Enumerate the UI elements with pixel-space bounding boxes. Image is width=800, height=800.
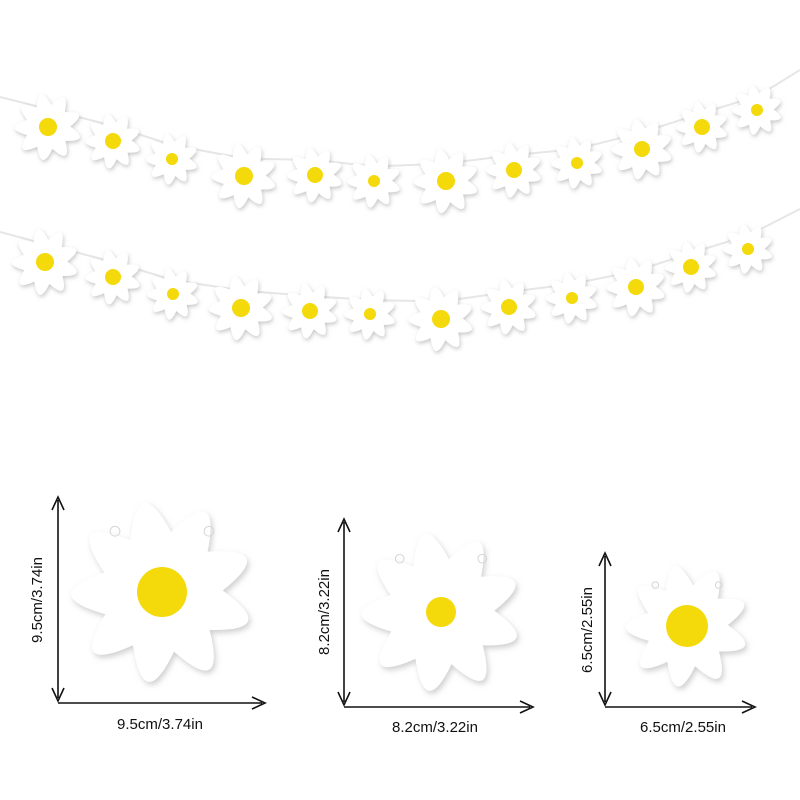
garland-daisy xyxy=(85,249,140,305)
daisy-center xyxy=(501,299,517,315)
daisy-center xyxy=(307,167,323,183)
large-daisy xyxy=(71,502,249,682)
string-hole xyxy=(203,525,215,537)
width-arrow xyxy=(344,700,535,714)
daisy-center xyxy=(235,167,253,185)
garland-daisy xyxy=(551,137,602,189)
garland-daisy xyxy=(287,147,342,203)
daisy-center xyxy=(694,119,710,135)
small-daisy-shape xyxy=(625,565,746,687)
height-arrow xyxy=(51,495,65,703)
daisy-center xyxy=(137,567,187,617)
garland-daisy xyxy=(147,268,198,320)
daisy-center xyxy=(432,310,450,328)
daisy-center xyxy=(36,253,54,271)
daisy-center xyxy=(364,308,376,320)
daisy-center xyxy=(506,162,522,178)
width-label: 9.5cm/3.74in xyxy=(117,716,203,733)
string-hole xyxy=(394,553,405,564)
garland-daisy xyxy=(606,257,665,317)
medium-daisy xyxy=(361,533,517,691)
daisy-center xyxy=(232,299,250,317)
garland-daisy xyxy=(676,101,727,153)
daisy-center xyxy=(302,303,318,319)
large-daisy-size-diagram: 9.5cm/3.74in 9.5cm/3.74in xyxy=(29,495,267,733)
garland-daisy xyxy=(481,279,536,335)
garland-daisy xyxy=(611,118,672,180)
small-daisy-size-diagram: 6.5cm/2.55in 6.5cm/2.55in xyxy=(579,551,757,736)
daisy-center xyxy=(571,157,583,169)
garland-daisy xyxy=(486,142,541,198)
height-label: 9.5cm/3.74in xyxy=(29,557,46,643)
garland-daisy xyxy=(731,85,781,135)
large-daisy-shape xyxy=(71,502,249,682)
garland-daisy xyxy=(347,154,400,208)
garland-daisy xyxy=(14,94,80,161)
garland-daisy xyxy=(408,287,472,352)
width-arrow xyxy=(58,696,267,710)
medium-daisy-size-diagram: 8.2cm/3.22in 8.2cm/3.22in xyxy=(316,517,535,736)
garland-daisy xyxy=(211,144,275,209)
height-label: 8.2cm/3.22in xyxy=(316,569,333,655)
daisy-center xyxy=(628,279,644,295)
daisy-center xyxy=(368,175,380,187)
daisy-center xyxy=(105,133,121,149)
daisy-center xyxy=(742,243,754,255)
garland-daisy xyxy=(413,149,477,214)
daisy-center xyxy=(39,118,57,136)
garland-daisy xyxy=(722,224,772,274)
width-label: 6.5cm/2.55in xyxy=(640,719,726,736)
height-arrow xyxy=(337,517,351,707)
width-label: 8.2cm/3.22in xyxy=(392,719,478,736)
garland-strand-bottom xyxy=(0,208,800,352)
daisy-center xyxy=(167,288,179,300)
daisy-center xyxy=(666,605,708,647)
daisy-center xyxy=(437,172,455,190)
garland-daisy xyxy=(146,133,197,185)
daisy-center xyxy=(683,259,699,275)
string-hole xyxy=(714,581,723,589)
daisy-center xyxy=(751,104,763,116)
width-arrow xyxy=(605,700,757,714)
size-diagrams: 9.5cm/3.74in 9.5cm/3.74in 8.2cm/3.22in 8… xyxy=(29,495,757,736)
daisy-center xyxy=(166,153,178,165)
garland-daisy xyxy=(85,113,140,169)
string-hole xyxy=(651,581,660,589)
garland-strand-top xyxy=(0,69,800,214)
string-hole xyxy=(109,525,121,537)
daisy-center xyxy=(634,141,650,157)
string-hole xyxy=(477,553,488,564)
garland-daisy xyxy=(208,276,272,341)
garland-daisy xyxy=(344,288,395,340)
daisy-center xyxy=(426,597,456,627)
garland-daisy xyxy=(546,272,597,324)
garland-daisy xyxy=(282,283,337,339)
garland-daisy xyxy=(11,229,77,296)
daisy-center xyxy=(566,292,578,304)
medium-daisy-shape xyxy=(361,533,517,691)
small-daisy xyxy=(625,565,746,687)
daisy-center xyxy=(105,269,121,285)
garland-daisy xyxy=(665,241,716,293)
height-label: 6.5cm/2.55in xyxy=(579,587,596,673)
height-arrow xyxy=(598,551,612,707)
